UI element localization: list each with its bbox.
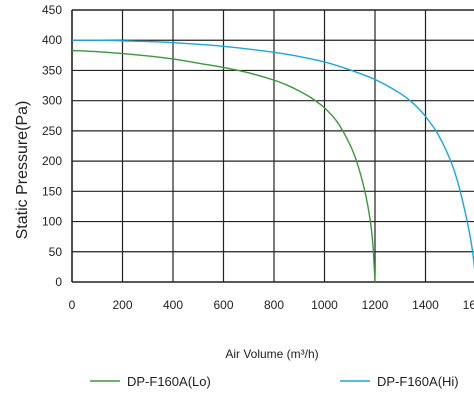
y-tick-label: 100 — [42, 215, 62, 229]
series-line-hi — [71, 39, 474, 270]
x-tick-label: 800 — [264, 298, 284, 312]
y-tick-label: 350 — [42, 63, 62, 77]
x-tick-label: 1400 — [412, 298, 439, 312]
x-tick-label: 600 — [213, 298, 233, 312]
x-tick-label: 1200 — [362, 298, 389, 312]
y-tick-label: 300 — [42, 94, 62, 108]
y-tick-label: 250 — [42, 124, 62, 138]
legend-label: DP-F160A(Lo) — [127, 374, 211, 389]
x-tick-labels: 0 200 400 600 800 1000 1200 1400 1600 — [69, 298, 474, 312]
y-tick-label: 400 — [42, 33, 62, 47]
series-lines — [71, 39, 474, 283]
y-tick-label: 200 — [42, 154, 62, 168]
x-tick-label: 1600 — [463, 298, 474, 312]
series-line-lo — [71, 49, 376, 283]
y-tick-label: 50 — [49, 245, 63, 259]
y-tick-label: 450 — [42, 3, 62, 17]
x-tick-label: 0 — [69, 298, 76, 312]
x-tick-label: 200 — [112, 298, 132, 312]
x-tick-label: 1000 — [311, 298, 338, 312]
y-tick-label: 150 — [42, 184, 62, 198]
legend-label: DP-F160A(Hi) — [377, 374, 459, 389]
legend: DP-F160A(Lo) DP-F160A(Hi) — [90, 374, 459, 389]
x-tick-label: 400 — [163, 298, 183, 312]
grid — [71, 9, 474, 283]
x-axis-label: Air Volume (m³/h) — [225, 347, 318, 361]
y-axis-label: Static Pressure(Pa) — [14, 101, 31, 240]
y-tick-labels: 0 50 100 150 200 250 300 350 400 450 — [42, 3, 62, 289]
y-tick-label: 0 — [55, 275, 62, 289]
